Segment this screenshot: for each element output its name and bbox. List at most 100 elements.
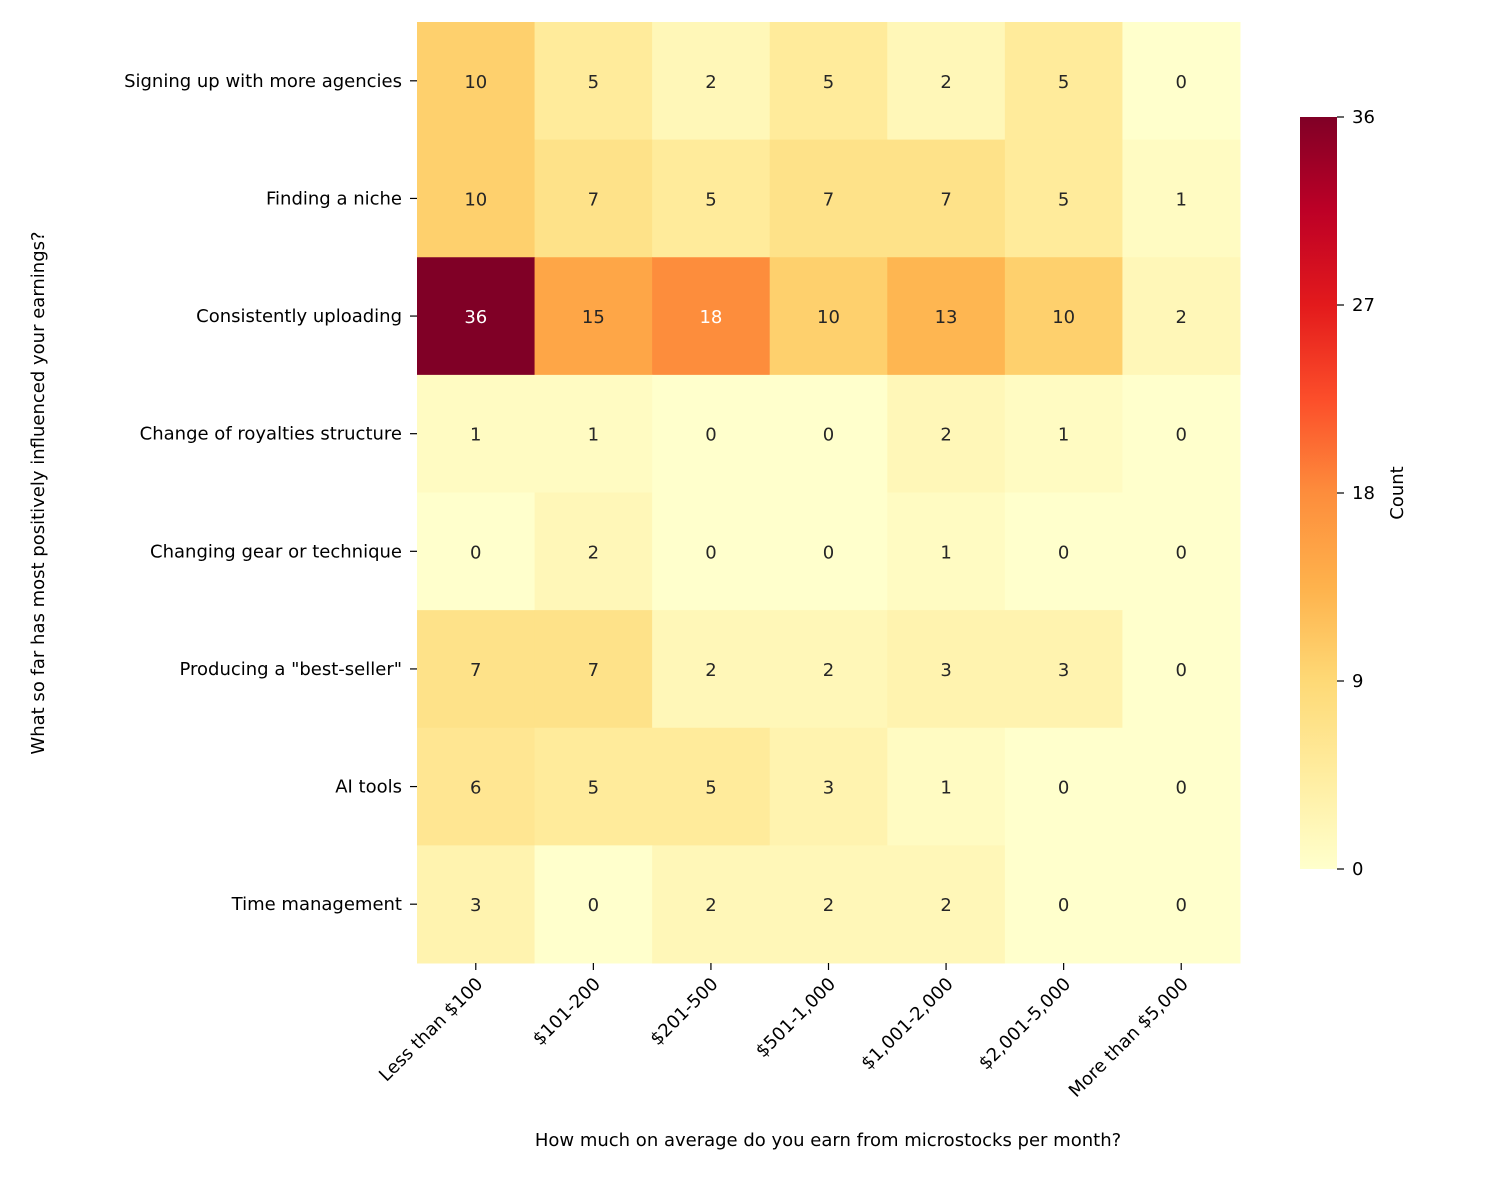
cell-value-label: 0: [1058, 542, 1069, 563]
y-axis: Signing up with more agencies Finding a n…: [124, 71, 417, 915]
heatmap-cell: [1122, 845, 1241, 964]
heatmap-cell: [1004, 727, 1123, 846]
cell-value-label: 3: [823, 778, 834, 799]
cell-value-label: 3: [940, 660, 951, 681]
cell-value-label: 18: [699, 307, 722, 328]
heatmap-cell: [417, 374, 536, 493]
cell-value-label: 2: [705, 660, 716, 681]
cell-value-label: 2: [1175, 307, 1186, 328]
heatmap-cell: [1004, 139, 1123, 258]
heatmap-cell: [534, 727, 653, 846]
y-tick-label: Finding a niche: [266, 188, 402, 209]
heatmap-cell: [1122, 139, 1241, 258]
heatmap-cell: [769, 374, 888, 493]
cell-value-label: 2: [823, 895, 834, 916]
heatmap-cell: [534, 610, 653, 729]
heatmap-cell: [417, 727, 536, 846]
heatmap-cell: [652, 492, 771, 611]
heatmap-cell: [417, 492, 536, 611]
cell-value-label: 0: [470, 542, 481, 563]
heatmap-cell: [769, 610, 888, 729]
cell-value-label: 0: [705, 542, 716, 563]
cell-value-label: 5: [705, 778, 716, 799]
cell-value-label: 2: [940, 895, 951, 916]
x-axis-label: How much on average do you earn from mic…: [535, 1130, 1121, 1151]
heatmap-cell: [534, 139, 653, 258]
colorbar-tick-label: 27: [1352, 295, 1375, 316]
heatmap-cell: [1122, 257, 1241, 376]
cell-value-label: 5: [823, 72, 834, 93]
x-tick-label: Less than $100: [375, 974, 487, 1086]
y-tick-label: Producing a "best-seller": [179, 659, 402, 680]
y-axis-label: What so far has most positively influenc…: [28, 231, 49, 754]
x-axis: Less than $100 $101-200 $201-500 $501-1,000…: [375, 963, 1193, 1102]
heatmap-cell: [1122, 727, 1241, 846]
heatmap-cell: [1004, 257, 1123, 376]
cell-value-label: 0: [1175, 778, 1186, 799]
colorbar-tick-label: 9: [1352, 671, 1363, 692]
y-tick-label: Changing gear or technique: [150, 541, 402, 562]
cell-value-label: 7: [940, 189, 951, 210]
colorbar-label: Count: [1387, 466, 1408, 519]
heatmap-cell: [652, 257, 771, 376]
heatmap-cell: [1122, 610, 1241, 729]
cell-value-label: 1: [1058, 425, 1069, 446]
cell-value-label: 0: [1175, 660, 1186, 681]
heatmap-cell: [1004, 610, 1123, 729]
cell-value-label: 1: [940, 542, 951, 563]
cell-value-label: 0: [588, 895, 599, 916]
heatmap-cell: [652, 845, 771, 964]
cell-value-label: 10: [817, 307, 840, 328]
cell-value-label: 1: [940, 778, 951, 799]
heatmap-cell: [769, 845, 888, 964]
heatmap-cell: [769, 139, 888, 258]
heatmap-cell: [887, 845, 1006, 964]
colorbar-tick-label: 0: [1352, 859, 1363, 880]
cell-value-label: 2: [705, 72, 716, 93]
cell-value-label: 5: [588, 72, 599, 93]
x-tick-label: $1,001-2,000: [857, 974, 957, 1074]
heatmap-cell: [887, 492, 1006, 611]
cell-value-label: 0: [1175, 895, 1186, 916]
y-tick-label: Change of royalties structure: [140, 424, 402, 445]
cell-value-label: 5: [705, 189, 716, 210]
heatmap-cell: [1004, 374, 1123, 493]
heatmap-cell: [1004, 22, 1123, 141]
cell-value-label: 0: [823, 542, 834, 563]
x-tick-label: $501-1,000: [752, 974, 840, 1062]
cell-value-label: 2: [588, 542, 599, 563]
cell-value-label: 0: [1175, 542, 1186, 563]
cell-value-label: 36: [464, 307, 487, 328]
cell-value-label: 7: [823, 189, 834, 210]
cell-value-label: 0: [823, 425, 834, 446]
heatmap-cell: [887, 374, 1006, 493]
x-tick-label: $101-200: [529, 974, 605, 1050]
heatmap-cell: [534, 22, 653, 141]
heatmap-cell: [769, 727, 888, 846]
colorbar-tick-label: 18: [1352, 483, 1375, 504]
colorbar: [1300, 117, 1337, 869]
cell-value-label: 5: [1058, 72, 1069, 93]
heatmap-cell: [417, 139, 536, 258]
cell-value-label: 2: [705, 895, 716, 916]
cell-value-label: 0: [1058, 895, 1069, 916]
heatmap-cell: [652, 139, 771, 258]
heatmap-cell: [417, 610, 536, 729]
cell-value-label: 1: [1175, 189, 1186, 210]
heatmap-cell: [652, 610, 771, 729]
cell-value-label: 3: [470, 895, 481, 916]
cell-value-label: 0: [1175, 425, 1186, 446]
cell-value-label: 13: [935, 307, 958, 328]
x-tick-label: More than $5,000: [1065, 974, 1193, 1102]
cell-value-label: 2: [823, 660, 834, 681]
y-tick-label: Signing up with more agencies: [124, 71, 402, 92]
heatmap-cell: [652, 727, 771, 846]
heatmap-cell: [887, 139, 1006, 258]
heatmap-cell: [417, 22, 536, 141]
heatmap-cell: [652, 374, 771, 493]
heatmap-cell: [769, 492, 888, 611]
cell-value-label: 0: [1058, 778, 1069, 799]
heatmap-cell: [417, 257, 536, 376]
heatmap-cell: [534, 492, 653, 611]
